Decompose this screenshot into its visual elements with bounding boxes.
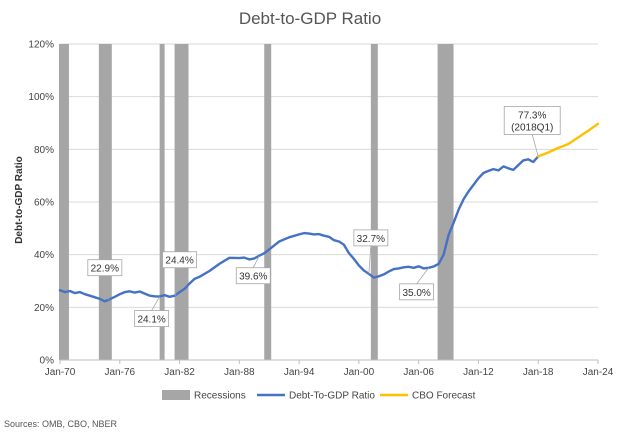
series-lines	[58, 122, 600, 303]
annotation-leader	[252, 255, 260, 268]
legend-label: Debt-To-GDP Ratio	[289, 391, 375, 402]
annotation-box	[162, 251, 197, 269]
y-tick-label: 0%	[40, 356, 55, 367]
annotation-label: 39.6%	[239, 272, 267, 283]
annotation-box	[399, 283, 435, 301]
annotations: 22.9% 24.1% 24.4% 39.6% 32.7% 35.0% 77.3%(2018…	[87, 106, 561, 327]
annotation-leader	[416, 267, 429, 285]
y-tick-label: 120%	[28, 40, 54, 51]
legend-swatch-recessions	[162, 390, 190, 400]
x-tick-label: Jan-82	[164, 367, 195, 378]
y-tick-label: 20%	[34, 303, 54, 314]
annotation-box	[353, 229, 389, 247]
x-tick-label: Jan-18	[523, 367, 554, 378]
recession-bands	[59, 44, 454, 360]
x-tick-label: Jan-06	[403, 367, 434, 378]
annotation-label: (2018Q1)	[511, 122, 553, 133]
recession-band	[437, 44, 454, 360]
x-tick-label: Jan-88	[224, 367, 255, 378]
y-tick-label: 40%	[34, 250, 54, 261]
annotation-leader	[175, 267, 180, 296]
x-tick-label: Jan-24	[583, 367, 614, 378]
legend: Recessions Debt-To-GDP Ratio CBO Forecast	[162, 390, 476, 402]
annotation-box	[235, 267, 271, 285]
x-tick-label: Jan-76	[104, 367, 135, 378]
recession-band	[98, 44, 112, 360]
x-tick-label: Jan-00	[344, 367, 375, 378]
x-tick-label: Jan-70	[45, 367, 76, 378]
chart-title: Debt-to-GDP Ratio	[239, 9, 381, 28]
annotation-label: 35.0%	[402, 288, 430, 299]
debt-to-gdp-ratio-line	[58, 155, 540, 303]
annotation-box	[87, 259, 123, 277]
cbo-forecast-line	[537, 122, 600, 158]
annotation-label: 24.1%	[137, 315, 165, 326]
annotation-leader	[368, 245, 372, 274]
recession-band	[264, 44, 272, 360]
annotation-leader	[151, 296, 160, 311]
debt-to-gdp-chart: Debt-to-GDP Ratio Debt-to-GDP Ratio 0% 20…	[14, 9, 614, 402]
y-axis-label: Debt-to-GDP Ratio	[14, 156, 25, 244]
annotation-label: 77.3%	[518, 110, 546, 121]
recession-band	[370, 44, 378, 360]
source-note: Sources: OMB, CBO, NBER	[4, 419, 118, 429]
annotation-leader	[104, 275, 110, 300]
y-tick-label: 100%	[28, 92, 54, 103]
recession-band	[159, 44, 165, 360]
x-tick-label: Jan-12	[463, 367, 494, 378]
y-tick-label: 80%	[34, 145, 54, 156]
recession-band	[174, 44, 189, 360]
x-tick-label: Jan-94	[284, 367, 315, 378]
gridlines	[60, 43, 598, 308]
annotation-box	[503, 106, 561, 135]
annotation-label: 32.7%	[357, 234, 385, 245]
recession-band	[59, 44, 69, 360]
y-tick-label: 60%	[34, 198, 54, 209]
legend-label: CBO Forecast	[412, 391, 476, 402]
annotation-label: 22.9%	[91, 264, 119, 275]
legend-label: Recessions	[194, 391, 246, 402]
axes: 0% 20% 40% 60% 80% 100% 120% Jan-70 Jan-76 Jan-82…	[28, 40, 613, 379]
annotation-leader	[531, 134, 539, 157]
annotation-label: 24.4%	[165, 256, 193, 267]
annotation-box	[134, 310, 170, 327]
